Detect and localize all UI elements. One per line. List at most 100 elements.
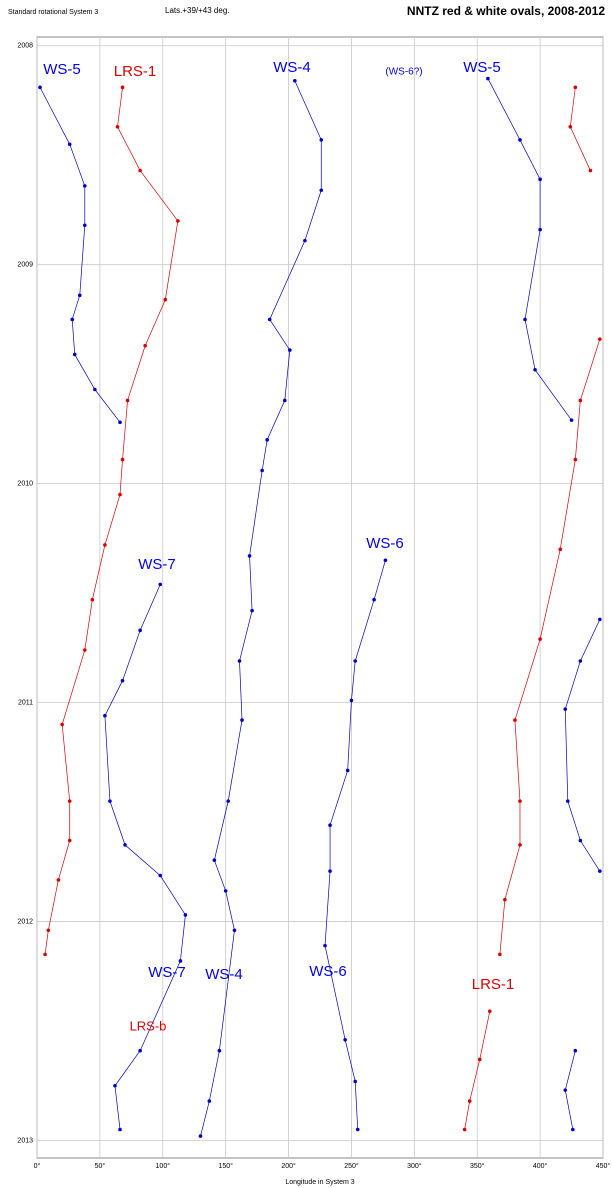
- annotation: WS-5: [43, 61, 81, 78]
- point: [43, 952, 47, 957]
- point: [578, 659, 583, 663]
- annotation: WS-7: [138, 556, 176, 573]
- point: [115, 124, 120, 129]
- x-tick-label: 400°: [533, 1162, 548, 1170]
- point: [533, 367, 537, 372]
- point: [558, 547, 563, 552]
- annotation: LRS-b: [130, 1018, 167, 1033]
- point: [568, 124, 573, 129]
- point: [70, 317, 75, 322]
- point: [267, 317, 272, 322]
- point: [573, 457, 578, 462]
- annotation: LRS-1: [472, 976, 515, 993]
- point: [143, 343, 147, 348]
- chart-title: NNTZ red & white ovals, 2008-2012: [407, 4, 605, 18]
- point: [223, 889, 228, 893]
- point: [343, 1037, 347, 1042]
- point: [565, 799, 570, 803]
- point: [598, 337, 602, 341]
- point: [265, 438, 269, 442]
- point: [72, 352, 77, 357]
- point: [176, 219, 180, 223]
- corner-note: Standard rotational System 3: [8, 9, 98, 16]
- track-line: [564, 619, 601, 872]
- point: [90, 597, 95, 602]
- point: [467, 1099, 472, 1103]
- subtitle: Lats.+39/+43 deg.: [165, 6, 230, 15]
- annotation: LRS-1: [114, 63, 157, 80]
- track-line: [104, 584, 186, 1130]
- point: [237, 659, 242, 663]
- x-tick-label: 450°: [596, 1162, 611, 1170]
- annotation: WS-7: [148, 964, 186, 981]
- point: [158, 582, 163, 587]
- point: [113, 1083, 117, 1088]
- x-tick-label: 200°: [281, 1162, 296, 1170]
- point: [353, 659, 358, 663]
- point: [588, 168, 593, 173]
- point: [598, 617, 602, 622]
- point: [232, 928, 237, 933]
- point: [56, 878, 61, 882]
- point: [303, 238, 307, 243]
- y-tick-label: 2009: [17, 262, 33, 269]
- point: [118, 420, 122, 425]
- track-line: [464, 1011, 491, 1130]
- point: [349, 698, 354, 703]
- point: [138, 168, 142, 173]
- point: [108, 799, 112, 803]
- annotation: WS-4: [273, 59, 311, 76]
- point: [598, 869, 602, 873]
- point: [163, 297, 168, 302]
- point: [353, 1079, 358, 1084]
- annotation: (WS-6?): [385, 67, 422, 78]
- track-line: [200, 80, 322, 1137]
- point: [120, 457, 125, 462]
- y-tick-label: 2011: [18, 699, 33, 706]
- x-tick-label: 250°: [344, 1162, 359, 1170]
- point: [103, 543, 107, 547]
- point: [319, 138, 324, 142]
- y-tick-label: 2010: [17, 480, 33, 487]
- point: [523, 317, 527, 322]
- point: [120, 85, 125, 90]
- point: [67, 838, 72, 843]
- track-line: [44, 87, 179, 955]
- point: [328, 823, 332, 828]
- x-tick-label: 50°: [95, 1162, 106, 1170]
- point: [563, 707, 568, 711]
- point: [82, 184, 87, 188]
- point: [118, 1127, 122, 1132]
- point: [125, 398, 130, 403]
- point: [569, 418, 574, 422]
- x-tick-label: 350°: [470, 1162, 485, 1170]
- point: [345, 768, 350, 773]
- point: [178, 959, 183, 963]
- annotation: WS-6: [309, 963, 347, 980]
- point: [77, 293, 82, 298]
- point: [198, 1134, 203, 1138]
- point: [240, 718, 244, 722]
- point: [488, 1009, 492, 1014]
- point: [282, 398, 287, 403]
- point: [538, 227, 542, 232]
- point: [518, 138, 522, 142]
- point: [578, 398, 583, 403]
- point: [138, 1048, 142, 1053]
- point: [518, 843, 522, 847]
- point: [226, 799, 230, 803]
- track-line: [499, 339, 601, 955]
- point: [247, 554, 252, 558]
- y-tick-label: 2008: [17, 43, 33, 50]
- x-tick-label: 300°: [407, 1162, 422, 1170]
- point: [503, 897, 507, 902]
- point: [571, 1127, 575, 1132]
- point: [103, 713, 107, 718]
- point: [82, 223, 87, 228]
- point: [183, 913, 188, 917]
- point: [82, 648, 87, 652]
- point: [563, 1088, 568, 1092]
- point: [538, 637, 542, 641]
